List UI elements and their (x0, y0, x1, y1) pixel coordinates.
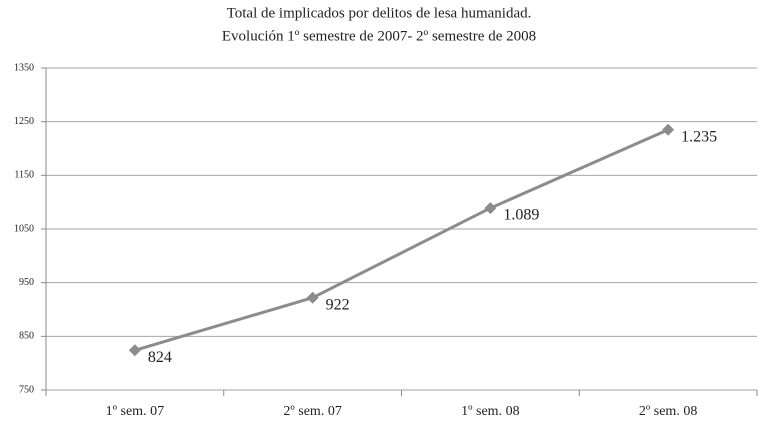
x-tick-label: 2º sem. 08 (639, 404, 697, 419)
data-label: 1.089 (503, 207, 539, 224)
data-label: 1.235 (681, 128, 717, 145)
chart-title: Total de implicados por delitos de lesa … (227, 5, 532, 21)
x-tick-label: 1º sem. 07 (106, 404, 164, 419)
y-tick-label: 1050 (14, 223, 34, 234)
x-tick-label: 2º sem. 07 (283, 404, 341, 419)
y-tick-label: 1350 (14, 62, 34, 73)
y-tick-label: 1250 (14, 116, 34, 127)
y-tick-label: 750 (19, 384, 34, 395)
y-tick-label: 850 (19, 331, 34, 342)
y-tick-label: 950 (19, 277, 34, 288)
series-line (134, 128, 669, 352)
data-point (306, 291, 319, 304)
data-point (484, 202, 497, 215)
data-point (128, 344, 141, 357)
chart-title: Evolución 1º semestre de 2007- 2º semest… (222, 28, 536, 44)
data-label: 824 (148, 349, 172, 366)
data-point (662, 123, 675, 136)
x-tick-label: 1º sem. 08 (461, 404, 519, 419)
data-label: 922 (326, 296, 350, 313)
y-tick-label: 1150 (14, 170, 34, 181)
